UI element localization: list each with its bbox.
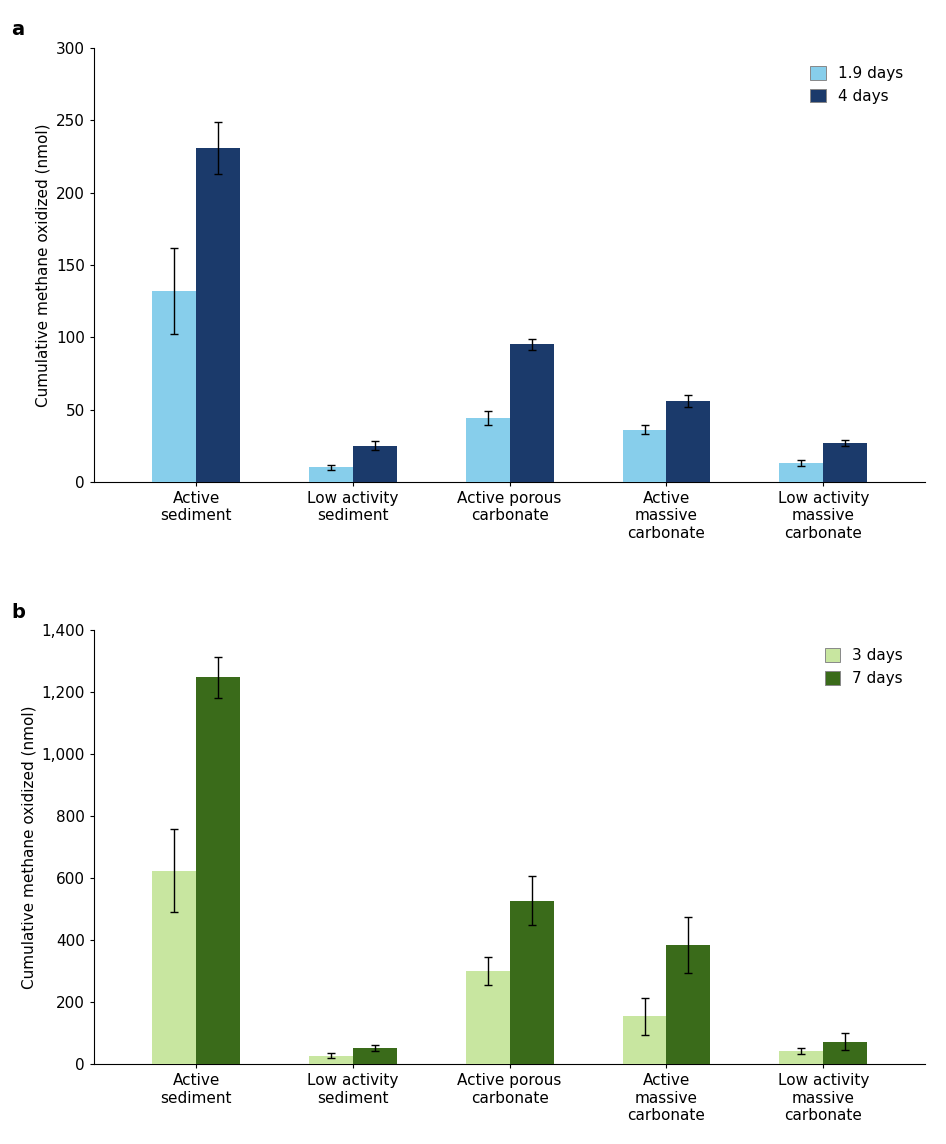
Bar <box>510 900 553 1064</box>
Y-axis label: Cumulative methane oxidized (nmol): Cumulative methane oxidized (nmol) <box>36 124 50 406</box>
Bar <box>622 430 666 482</box>
Text: a: a <box>11 21 25 39</box>
Bar <box>823 443 867 482</box>
Bar <box>666 400 710 482</box>
Bar <box>465 419 510 482</box>
Y-axis label: Cumulative methane oxidized (nmol): Cumulative methane oxidized (nmol) <box>21 706 36 990</box>
Legend: 1.9 days, 4 days: 1.9 days, 4 days <box>804 59 909 110</box>
Bar <box>465 971 510 1064</box>
Bar <box>353 446 396 482</box>
Bar <box>196 677 240 1064</box>
Bar <box>780 463 823 482</box>
Bar <box>353 1048 396 1064</box>
Bar <box>309 468 353 482</box>
Bar <box>622 1016 666 1064</box>
Bar <box>510 344 553 482</box>
Bar <box>309 1056 353 1064</box>
Legend: 3 days, 7 days: 3 days, 7 days <box>818 642 909 692</box>
Bar <box>152 871 196 1064</box>
Text: b: b <box>11 603 25 621</box>
Bar <box>196 148 240 482</box>
Bar <box>666 945 710 1064</box>
Bar <box>780 1051 823 1064</box>
Bar <box>152 291 196 482</box>
Bar <box>823 1042 867 1064</box>
